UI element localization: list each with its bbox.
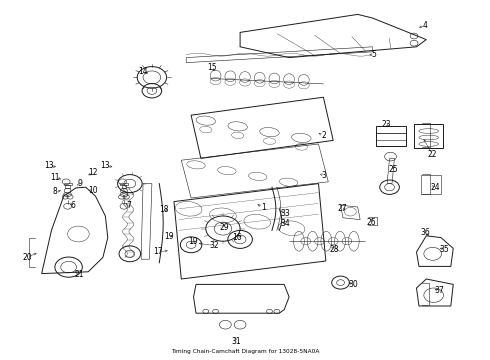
Bar xyxy=(122,185,126,188)
Text: 18: 18 xyxy=(159,205,169,214)
Text: 37: 37 xyxy=(435,287,444,295)
Text: 17: 17 xyxy=(153,248,163,256)
Text: 20: 20 xyxy=(22,253,32,262)
Text: 19: 19 xyxy=(188,237,197,246)
Text: 2: 2 xyxy=(321,130,326,139)
Bar xyxy=(65,185,70,188)
Text: 1: 1 xyxy=(261,202,266,211)
Text: 15: 15 xyxy=(207,63,217,72)
Text: 19: 19 xyxy=(164,233,174,241)
Text: 12: 12 xyxy=(88,168,98,177)
Text: 23: 23 xyxy=(381,120,391,129)
Text: 34: 34 xyxy=(280,219,290,228)
Text: 13: 13 xyxy=(44,161,54,170)
Bar xyxy=(421,175,441,194)
Text: 26: 26 xyxy=(367,218,376,227)
Text: 6: 6 xyxy=(70,201,75,210)
Text: 30: 30 xyxy=(349,280,359,289)
Bar xyxy=(414,124,443,148)
Text: 32: 32 xyxy=(209,241,219,250)
Bar xyxy=(64,183,72,185)
Text: Timing Chain-Camchaft Diagram for 13028-5NA0A: Timing Chain-Camchaft Diagram for 13028-… xyxy=(171,348,319,354)
Text: 8: 8 xyxy=(52,187,57,197)
Text: 13: 13 xyxy=(100,161,110,170)
Text: 36: 36 xyxy=(420,228,430,237)
Text: 22: 22 xyxy=(427,150,437,158)
Text: 14: 14 xyxy=(138,68,148,77)
Text: 24: 24 xyxy=(430,184,440,192)
Text: 10: 10 xyxy=(88,186,98,195)
Text: 35: 35 xyxy=(440,245,449,253)
Text: 3: 3 xyxy=(321,171,326,180)
Text: 28: 28 xyxy=(329,245,339,253)
Text: 29: 29 xyxy=(220,223,229,232)
Text: 31: 31 xyxy=(231,337,241,346)
Bar xyxy=(120,183,128,185)
Text: 25: 25 xyxy=(388,165,398,174)
Bar xyxy=(376,126,406,146)
Text: 11: 11 xyxy=(50,173,60,181)
Text: 4: 4 xyxy=(423,21,428,30)
Text: 27: 27 xyxy=(337,204,347,213)
Text: 7: 7 xyxy=(126,201,131,210)
Text: 33: 33 xyxy=(280,209,290,217)
Text: 16: 16 xyxy=(232,233,242,242)
Text: 21: 21 xyxy=(74,270,84,279)
Text: 5: 5 xyxy=(371,50,376,59)
Text: 9: 9 xyxy=(77,179,82,188)
